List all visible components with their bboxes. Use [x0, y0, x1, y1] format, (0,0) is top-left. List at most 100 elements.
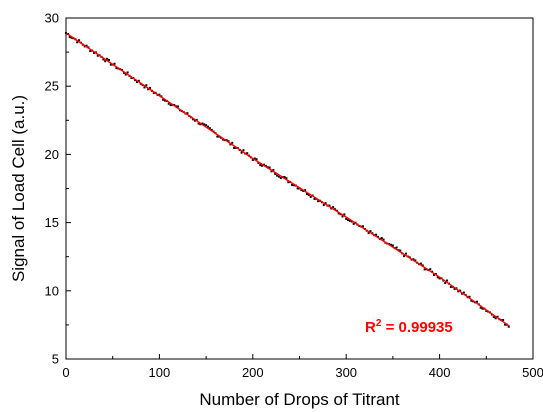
- data-point: [255, 158, 258, 161]
- data-point: [246, 152, 249, 155]
- y-tick-label: 20: [45, 147, 59, 162]
- data-point: [68, 36, 71, 39]
- data-point: [229, 143, 232, 146]
- y-axis-title: Signal of Load Cell (a.u.): [9, 95, 28, 282]
- data-point: [270, 170, 273, 173]
- data-point: [221, 138, 224, 141]
- data-point: [296, 187, 299, 190]
- data-point: [449, 285, 452, 288]
- data-point: [502, 319, 505, 322]
- data-point: [263, 163, 266, 166]
- fit-line: [65, 32, 511, 327]
- data-point: [462, 291, 465, 294]
- data-point: [404, 252, 407, 255]
- data-point: [201, 122, 204, 125]
- data-point: [347, 219, 350, 222]
- data-point: [492, 316, 495, 319]
- data-point: [268, 166, 271, 169]
- data-point: [313, 197, 316, 200]
- data-point: [162, 98, 165, 101]
- data-point: [438, 277, 441, 280]
- data-point: [479, 306, 482, 309]
- y-tick-label: 15: [45, 215, 59, 230]
- data-point: [494, 317, 497, 320]
- data-point: [382, 238, 385, 241]
- data-point: [291, 183, 294, 186]
- data-point: [109, 63, 112, 66]
- data-point: [231, 141, 234, 144]
- data-point: [251, 159, 254, 162]
- data-point: [399, 249, 402, 252]
- data-point: [205, 124, 208, 127]
- r-squared-value: = 0.99935: [381, 319, 452, 336]
- data-point: [277, 175, 280, 178]
- data-point: [193, 119, 196, 122]
- data-point: [259, 164, 262, 167]
- data-point: [300, 189, 303, 192]
- data-point: [446, 279, 449, 282]
- data-point: [76, 41, 79, 44]
- data-point: [317, 200, 320, 203]
- r-squared-superscript: 2: [376, 318, 382, 329]
- data-point: [343, 213, 346, 216]
- data-point: [197, 122, 200, 125]
- data-point: [341, 215, 344, 218]
- data-point: [309, 195, 312, 198]
- x-tick-label: 100: [149, 365, 171, 380]
- data-point: [124, 73, 127, 76]
- data-point: [390, 243, 393, 246]
- data-point: [375, 233, 378, 236]
- data-point: [328, 204, 331, 207]
- data-point: [186, 112, 189, 115]
- data-point: [470, 299, 473, 302]
- y-tick-label: 25: [45, 79, 59, 94]
- data-point: [261, 164, 264, 167]
- data-point: [203, 123, 206, 126]
- y-tick-label: 5: [52, 352, 59, 367]
- data-point: [324, 202, 327, 205]
- data-point: [279, 177, 282, 180]
- data-point: [432, 273, 435, 276]
- data-point: [457, 290, 460, 293]
- data-point: [206, 125, 209, 128]
- data-point: [348, 219, 351, 222]
- data-point: [130, 77, 133, 80]
- data-point: [345, 217, 348, 220]
- data-point: [423, 268, 426, 271]
- data-point: [257, 161, 260, 164]
- data-point: [307, 194, 310, 197]
- data-point: [429, 268, 432, 271]
- data-point: [287, 181, 290, 184]
- data-point: [322, 204, 325, 207]
- data-point: [496, 315, 499, 318]
- data-point: [292, 184, 295, 187]
- data-point: [276, 174, 279, 177]
- data-point: [369, 230, 372, 233]
- data-point: [362, 225, 365, 228]
- data-point: [137, 79, 140, 82]
- data-point: [169, 104, 172, 107]
- x-axis-title: Number of Drops of Titrant: [199, 390, 400, 409]
- data-point: [444, 282, 447, 285]
- data-point: [436, 276, 439, 279]
- data-point: [507, 325, 510, 328]
- data-point: [113, 62, 116, 65]
- x-tick-label: 400: [429, 365, 451, 380]
- data-point: [208, 127, 211, 130]
- data-point: [145, 84, 148, 87]
- data-point: [78, 39, 81, 42]
- data-point: [210, 128, 213, 131]
- data-point: [485, 309, 488, 312]
- data-point: [459, 289, 462, 292]
- data-point: [152, 92, 155, 95]
- data-point: [453, 287, 456, 290]
- data-point: [70, 36, 73, 39]
- data-point: [147, 88, 150, 91]
- data-point: [115, 67, 118, 70]
- data-point: [352, 222, 355, 225]
- data-point: [149, 86, 152, 89]
- data-point: [403, 255, 406, 258]
- data-point: [89, 50, 92, 53]
- data-point: [167, 102, 170, 105]
